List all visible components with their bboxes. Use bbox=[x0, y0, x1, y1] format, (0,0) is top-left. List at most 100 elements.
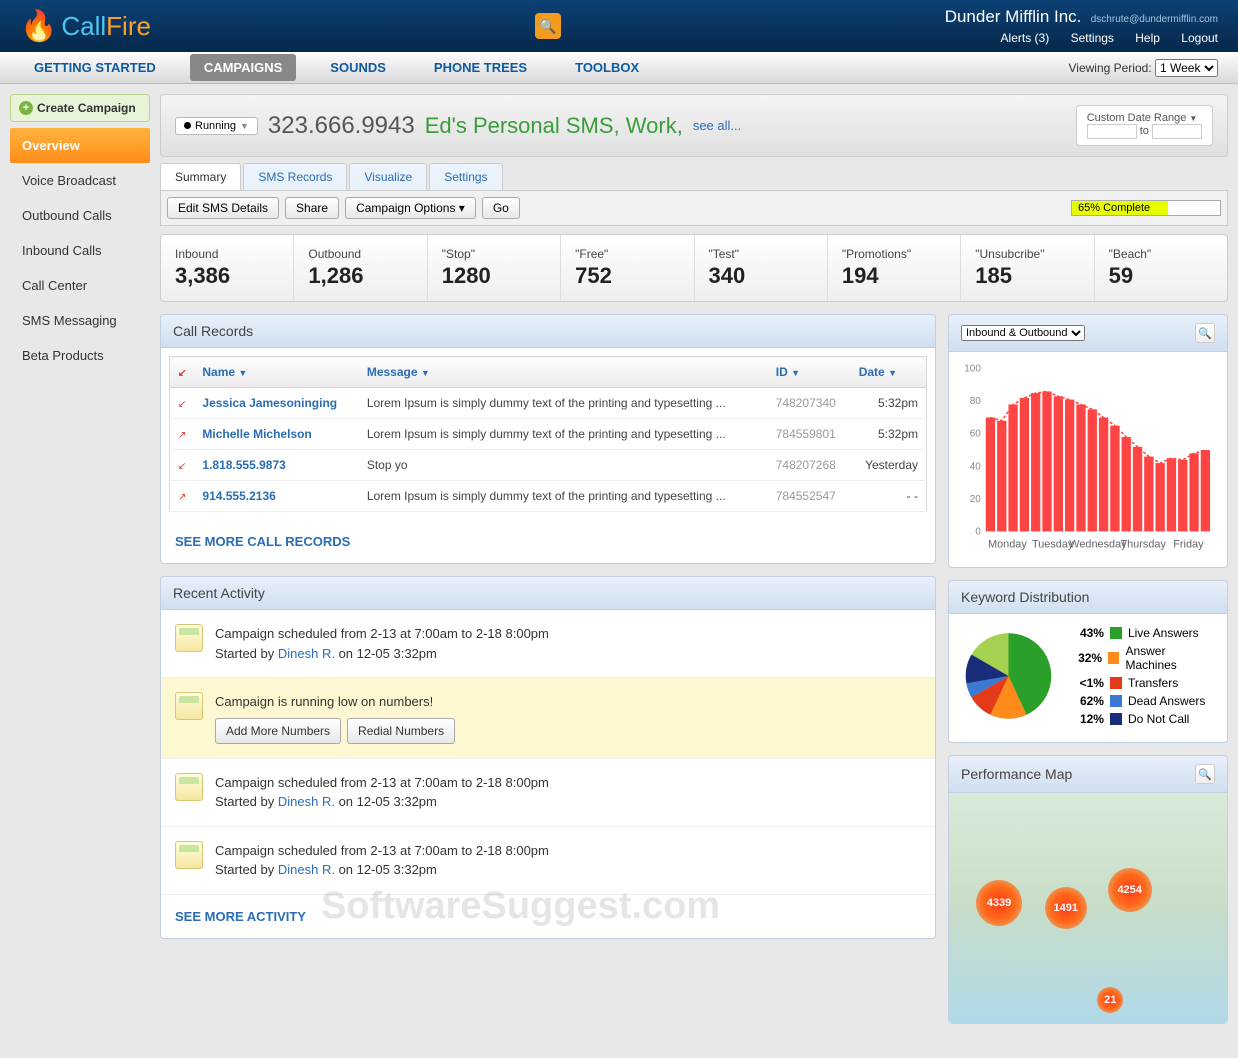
chevron-down-icon: ▼ bbox=[240, 121, 249, 131]
legend-item: 32%Answer Machines bbox=[1070, 644, 1215, 672]
stat-card: Inbound3,386 bbox=[161, 235, 294, 301]
alerts-link[interactable]: Alerts (3) bbox=[1001, 31, 1050, 45]
sidebar-item-beta-products[interactable]: Beta Products bbox=[10, 338, 150, 373]
subtab-sms-records[interactable]: SMS Records bbox=[243, 163, 347, 190]
record-name-link[interactable]: 914.555.2136 bbox=[202, 489, 275, 503]
dir-col[interactable]: ↙ bbox=[170, 357, 195, 388]
stat-cards: Inbound3,386Outbound1,286"Stop"1280"Free… bbox=[160, 234, 1228, 302]
direction-icon: ↗ bbox=[178, 430, 186, 441]
create-campaign-button[interactable]: + Create Campaign bbox=[10, 94, 150, 122]
nav-tab-phone-trees[interactable]: PHONE TREES bbox=[420, 54, 541, 81]
svg-text:80: 80 bbox=[970, 396, 982, 407]
search-icon[interactable]: 🔍 bbox=[1195, 323, 1215, 343]
activity-item: Campaign scheduled from 2-13 at 7:00am t… bbox=[161, 827, 935, 895]
legend-item: 12%Do Not Call bbox=[1070, 712, 1215, 726]
top-header: 🔥 CallFire 🔍 Dunder Mifflin Inc. dschrut… bbox=[0, 0, 1238, 52]
user-link[interactable]: Dinesh R. bbox=[278, 862, 335, 877]
legend-item: <1%Transfers bbox=[1070, 676, 1215, 690]
user-link[interactable]: Dinesh R. bbox=[278, 794, 335, 809]
redial-button[interactable]: Redial Numbers bbox=[347, 718, 455, 744]
legend-item: 62%Dead Answers bbox=[1070, 694, 1215, 708]
search-icon[interactable]: 🔍 bbox=[1195, 764, 1215, 784]
map-point[interactable]: 4339 bbox=[976, 880, 1022, 926]
edit-sms-button[interactable]: Edit SMS Details bbox=[167, 197, 279, 219]
map-point[interactable]: 21 bbox=[1097, 987, 1123, 1013]
date-to-input[interactable] bbox=[1152, 124, 1202, 139]
record-name-link[interactable]: 1.818.555.9873 bbox=[202, 458, 285, 472]
stat-card: "Promotions"194 bbox=[828, 235, 961, 301]
sidebar-item-sms-messaging[interactable]: SMS Messaging bbox=[10, 303, 150, 338]
share-button[interactable]: Share bbox=[285, 197, 339, 219]
activity-title: Recent Activity bbox=[173, 585, 265, 601]
see-more-activity-link[interactable]: SEE MORE ACTIVITY bbox=[161, 895, 935, 938]
date-from-input[interactable] bbox=[1087, 124, 1137, 139]
see-more-records-link[interactable]: SEE MORE CALL RECORDS bbox=[161, 520, 935, 563]
sidebar-item-outbound-calls[interactable]: Outbound Calls bbox=[10, 198, 150, 233]
activity-item: Campaign scheduled from 2-13 at 7:00am t… bbox=[161, 759, 935, 827]
table-row[interactable]: ↙1.818.555.9873Stop yo748207268Yesterday bbox=[170, 450, 927, 481]
map-title: Performance Map bbox=[961, 766, 1072, 782]
campaign-options-select[interactable]: Campaign Options ▾ bbox=[345, 197, 476, 219]
map-point[interactable]: 1491 bbox=[1045, 887, 1087, 929]
calendar-icon bbox=[175, 841, 203, 869]
sidebar-item-voice-broadcast[interactable]: Voice Broadcast bbox=[10, 163, 150, 198]
stat-card: "Test"340 bbox=[695, 235, 828, 301]
call-records-title: Call Records bbox=[173, 323, 253, 339]
help-link[interactable]: Help bbox=[1135, 31, 1160, 45]
map-area[interactable]: 4339 1491 4254 21 bbox=[949, 793, 1227, 1023]
status-pill[interactable]: Running ▼ bbox=[175, 117, 258, 135]
stat-card: "Beach"59 bbox=[1095, 235, 1227, 301]
nav-tab-toolbox[interactable]: TOOLBOX bbox=[561, 54, 653, 81]
table-row[interactable]: ↗Michelle MichelsonLorem Ipsum is simply… bbox=[170, 419, 927, 450]
record-name-link[interactable]: Michelle Michelson bbox=[202, 427, 311, 441]
nav-tab-campaigns[interactable]: CAMPAIGNS bbox=[190, 54, 296, 81]
nav-tab-sounds[interactable]: SOUNDS bbox=[316, 54, 400, 81]
direction-icon: ↙ bbox=[178, 461, 186, 472]
svg-text:Wednesday: Wednesday bbox=[1069, 538, 1127, 550]
campaign-phone: 323.666.9943 bbox=[268, 112, 415, 140]
add-numbers-button[interactable]: Add More Numbers bbox=[215, 718, 341, 744]
sub-tabs: SummarySMS RecordsVisualizeSettings bbox=[160, 163, 1228, 191]
calendar-icon bbox=[175, 624, 203, 652]
map-point[interactable]: 4254 bbox=[1108, 868, 1152, 912]
see-all-link[interactable]: see all... bbox=[693, 118, 741, 133]
svg-text:100: 100 bbox=[964, 364, 981, 375]
flame-icon: 🔥 bbox=[20, 9, 57, 44]
view-period-select[interactable]: 1 Week bbox=[1155, 59, 1218, 77]
subtab-visualize[interactable]: Visualize bbox=[349, 163, 427, 190]
svg-text:0: 0 bbox=[975, 526, 981, 537]
subtab-settings[interactable]: Settings bbox=[429, 163, 502, 190]
plus-icon: + bbox=[19, 101, 33, 115]
user-link[interactable]: Dinesh R. bbox=[278, 646, 335, 661]
user-email: dschrute@dundermifflin.com bbox=[1091, 14, 1218, 25]
settings-link[interactable]: Settings bbox=[1071, 31, 1114, 45]
date-col[interactable]: Date ▼ bbox=[851, 357, 927, 388]
name-col[interactable]: Name ▼ bbox=[194, 357, 358, 388]
table-row[interactable]: ↙Jessica JamesoningingLorem Ipsum is sim… bbox=[170, 388, 927, 419]
svg-text:Monday: Monday bbox=[988, 538, 1027, 550]
calendar-icon bbox=[175, 692, 203, 720]
sidebar-item-inbound-calls[interactable]: Inbound Calls bbox=[10, 233, 150, 268]
chevron-down-icon: ▼ bbox=[1189, 114, 1197, 123]
table-row[interactable]: ↗914.555.2136Lorem Ipsum is simply dummy… bbox=[170, 481, 927, 512]
record-name-link[interactable]: Jessica Jamesoninging bbox=[202, 396, 337, 410]
stat-card: "Free"752 bbox=[561, 235, 694, 301]
campaign-name: Ed's Personal SMS, Work, bbox=[425, 113, 683, 139]
logout-link[interactable]: Logout bbox=[1181, 31, 1218, 45]
go-button[interactable]: Go bbox=[482, 197, 520, 219]
svg-text:Friday: Friday bbox=[1173, 538, 1204, 550]
chart-filter-select[interactable]: Inbound & Outbound bbox=[961, 325, 1085, 341]
sidebar-item-call-center[interactable]: Call Center bbox=[10, 268, 150, 303]
message-col[interactable]: Message ▼ bbox=[359, 357, 768, 388]
sidebar-item-overview[interactable]: Overview bbox=[10, 128, 150, 163]
legend-item: 43%Live Answers bbox=[1070, 626, 1215, 640]
status-dot-icon bbox=[184, 122, 191, 129]
activity-panel: Recent Activity Campaign scheduled from … bbox=[160, 576, 936, 939]
records-table: ↙ Name ▼ Message ▼ ID ▼ Date ▼ ↙Jessica … bbox=[169, 356, 927, 512]
id-col[interactable]: ID ▼ bbox=[768, 357, 851, 388]
nav-tab-getting-started[interactable]: GETTING STARTED bbox=[20, 54, 170, 81]
subtab-summary[interactable]: Summary bbox=[160, 163, 241, 190]
search-button[interactable]: 🔍 bbox=[535, 13, 561, 39]
progress-bar: 65% Complete bbox=[1071, 200, 1221, 216]
keyword-title: Keyword Distribution bbox=[961, 589, 1089, 605]
